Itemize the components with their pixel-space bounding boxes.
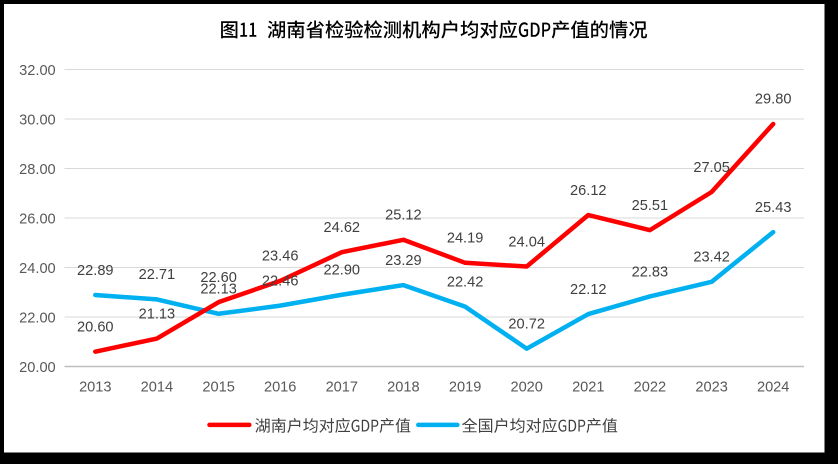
svg-text:22.60: 22.60 (200, 270, 237, 286)
svg-text:25.12: 25.12 (385, 208, 422, 224)
svg-text:22.46: 22.46 (262, 273, 299, 289)
svg-text:22.42: 22.42 (447, 274, 484, 290)
svg-text:22.13: 22.13 (200, 282, 237, 298)
svg-text:20.60: 20.60 (77, 319, 114, 335)
svg-text:2021: 2021 (572, 380, 604, 396)
svg-text:2019: 2019 (449, 380, 481, 396)
svg-text:23.42: 23.42 (693, 250, 730, 266)
svg-text:21.13: 21.13 (139, 306, 176, 322)
svg-text:22.12: 22.12 (570, 282, 607, 298)
svg-text:28.00: 28.00 (19, 162, 56, 178)
svg-text:2024: 2024 (757, 380, 789, 396)
svg-text:29.80: 29.80 (755, 92, 792, 108)
svg-text:20.00: 20.00 (19, 360, 56, 376)
svg-text:24.04: 24.04 (508, 234, 545, 250)
svg-text:22.90: 22.90 (324, 263, 361, 279)
svg-text:23.46: 23.46 (262, 249, 299, 265)
svg-text:2016: 2016 (264, 380, 296, 396)
svg-text:26.00: 26.00 (19, 211, 56, 227)
svg-text:27.05: 27.05 (693, 160, 730, 176)
svg-text:30.00: 30.00 (19, 112, 56, 128)
svg-text:20.72: 20.72 (508, 317, 545, 333)
svg-text:2023: 2023 (695, 380, 727, 396)
svg-text:22.83: 22.83 (632, 264, 669, 280)
svg-text:23.29: 23.29 (385, 253, 422, 269)
svg-text:22.89: 22.89 (77, 263, 114, 279)
svg-text:2022: 2022 (634, 380, 666, 396)
svg-text:32.00: 32.00 (19, 63, 56, 79)
svg-text:26.12: 26.12 (570, 183, 607, 199)
svg-text:22.00: 22.00 (19, 310, 56, 326)
svg-text:24.19: 24.19 (447, 231, 484, 247)
svg-text:25.43: 25.43 (755, 200, 792, 216)
svg-text:22.71: 22.71 (139, 267, 176, 283)
svg-text:24.00: 24.00 (19, 261, 56, 277)
svg-text:2015: 2015 (202, 380, 234, 396)
svg-text:2018: 2018 (387, 380, 419, 396)
svg-text:2017: 2017 (326, 380, 358, 396)
svg-text:2014: 2014 (141, 380, 173, 396)
svg-text:24.62: 24.62 (324, 220, 361, 236)
svg-text:2013: 2013 (79, 380, 111, 396)
svg-text:2020: 2020 (510, 380, 542, 396)
svg-text:25.51: 25.51 (632, 198, 669, 214)
